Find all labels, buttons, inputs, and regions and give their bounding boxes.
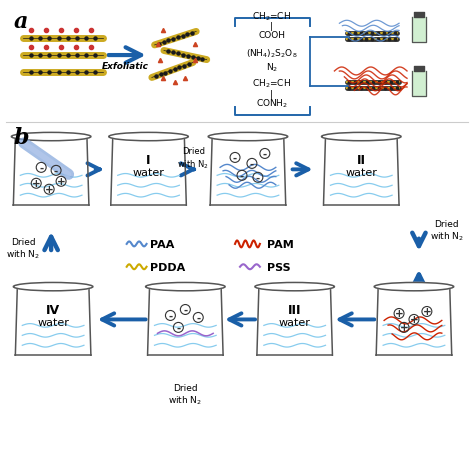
Text: Dried
with N$_2$: Dried with N$_2$ [6, 238, 40, 261]
Text: III: III [288, 303, 301, 317]
Text: +: + [57, 177, 65, 187]
Text: Exfoliatic: Exfoliatic [102, 62, 149, 71]
Text: CONH$_2$: CONH$_2$ [256, 97, 288, 110]
Text: COOH: COOH [258, 31, 285, 40]
Ellipse shape [255, 283, 335, 291]
Text: Dried
with N$_2$: Dried with N$_2$ [177, 147, 209, 171]
Text: water: water [133, 167, 164, 177]
Text: II: II [357, 154, 366, 167]
Text: water: water [37, 317, 69, 327]
Text: Dried
with N$_2$: Dried with N$_2$ [429, 220, 464, 243]
Text: -: - [196, 313, 201, 323]
Text: -: - [233, 153, 237, 163]
Text: +: + [422, 307, 431, 317]
Polygon shape [15, 287, 91, 355]
Text: |: | [270, 22, 273, 31]
Ellipse shape [109, 133, 188, 142]
Text: -: - [240, 171, 244, 181]
Text: +: + [410, 315, 419, 325]
Ellipse shape [208, 133, 288, 142]
Text: (NH$_4$)$_2$S$_2$O$_8$: (NH$_4$)$_2$S$_2$O$_8$ [246, 47, 298, 60]
Text: Dried
with N$_2$: Dried with N$_2$ [168, 383, 202, 406]
Text: +: + [395, 309, 403, 319]
Text: a: a [13, 11, 28, 33]
Text: b: b [13, 126, 29, 148]
Ellipse shape [146, 283, 225, 291]
Text: water: water [346, 167, 377, 177]
Text: PDDA: PDDA [149, 262, 185, 272]
Polygon shape [13, 137, 89, 206]
Polygon shape [111, 137, 186, 206]
Text: -: - [176, 323, 181, 333]
Text: -: - [263, 149, 267, 159]
Text: |: | [270, 90, 273, 99]
Polygon shape [147, 287, 223, 355]
Text: -: - [183, 305, 187, 315]
Text: CH$_2$=CH: CH$_2$=CH [252, 10, 292, 23]
Text: N$_2$: N$_2$ [266, 62, 278, 74]
Text: +: + [400, 323, 409, 333]
Text: +: + [45, 185, 54, 195]
Ellipse shape [13, 283, 93, 291]
Text: water: water [279, 317, 310, 327]
Text: -: - [256, 173, 260, 183]
Text: +: + [32, 179, 41, 189]
Text: -: - [168, 311, 173, 321]
Text: IV: IV [46, 303, 60, 317]
Ellipse shape [374, 283, 454, 291]
Text: I: I [146, 154, 151, 167]
Polygon shape [257, 287, 332, 355]
Polygon shape [376, 287, 452, 355]
Text: CH$_2$=CH: CH$_2$=CH [252, 78, 292, 90]
Text: PSS: PSS [267, 262, 291, 272]
Polygon shape [210, 137, 286, 206]
Polygon shape [323, 137, 399, 206]
Text: -: - [39, 163, 43, 173]
Text: -: - [250, 159, 254, 169]
Ellipse shape [321, 133, 401, 142]
Text: PAM: PAM [267, 239, 293, 249]
Text: -: - [54, 166, 58, 176]
Ellipse shape [11, 133, 91, 142]
Text: PAA: PAA [149, 239, 174, 249]
